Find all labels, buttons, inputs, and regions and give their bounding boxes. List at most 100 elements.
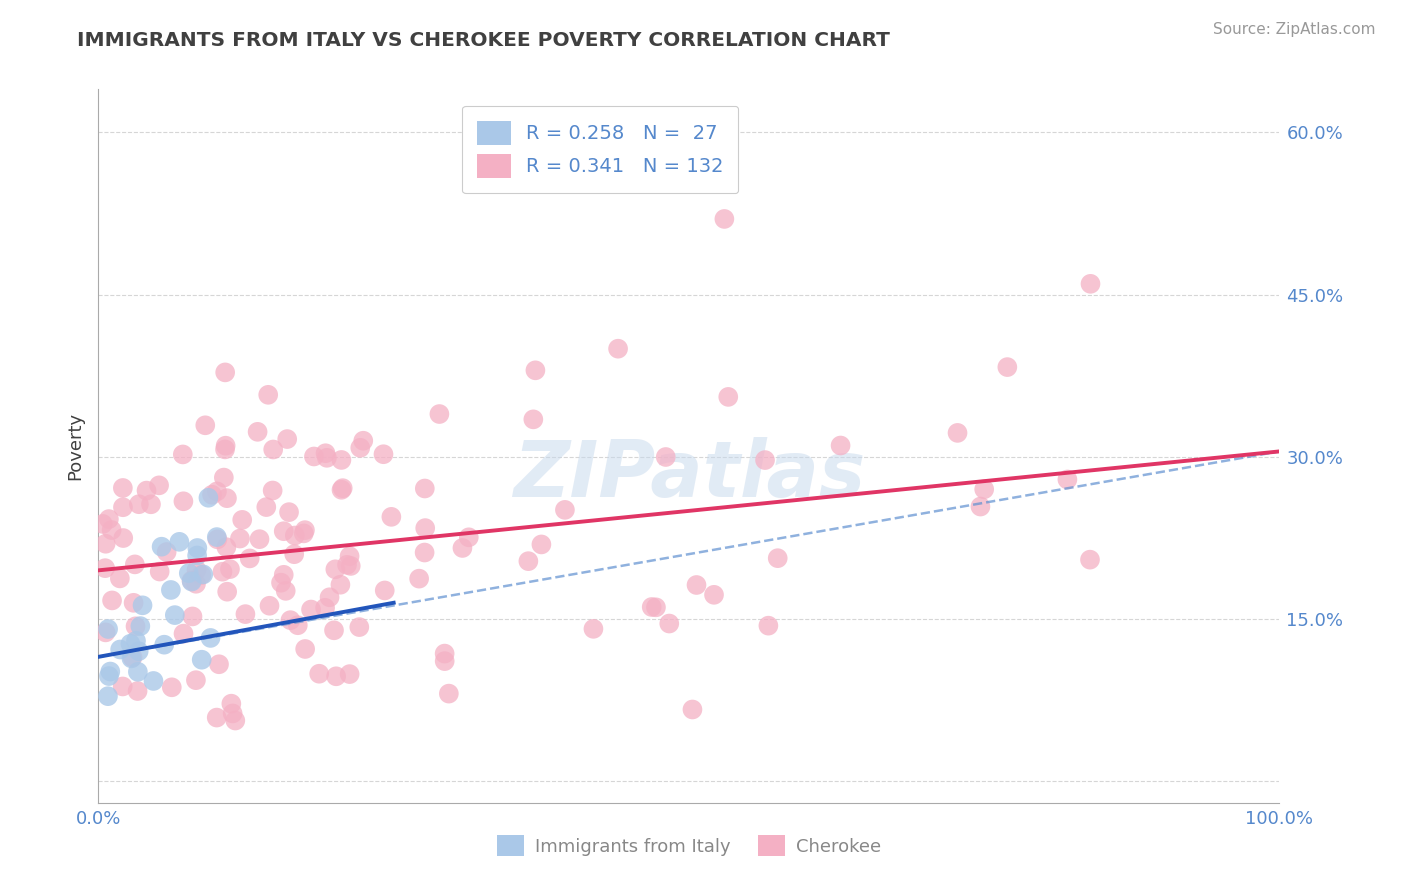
- Point: [308, 666, 330, 681]
- Point: [517, 554, 540, 568]
- Point: [181, 609, 204, 624]
- Point: [607, 342, 630, 356]
- Point: [211, 565, 233, 579]
- Point: [197, 491, 219, 505]
- Point: [323, 624, 346, 638]
- Point: [284, 528, 307, 542]
- Point: [641, 599, 664, 614]
- Point: [339, 549, 361, 564]
- Point: [205, 710, 228, 724]
- Point: [259, 599, 281, 613]
- Point: [283, 547, 305, 561]
- Point: [207, 533, 229, 547]
- Point: [224, 714, 246, 728]
- Point: [278, 505, 301, 519]
- Text: ZIPatlas: ZIPatlas: [513, 436, 865, 513]
- Point: [946, 425, 969, 440]
- Point: [219, 562, 242, 576]
- Point: [257, 388, 280, 402]
- Point: [522, 412, 544, 426]
- Point: [108, 571, 131, 585]
- Point: [349, 620, 371, 634]
- Point: [215, 540, 238, 554]
- Point: [274, 583, 297, 598]
- Point: [205, 484, 228, 499]
- Point: [94, 561, 117, 575]
- Point: [186, 549, 208, 563]
- Point: [120, 651, 142, 665]
- Point: [97, 689, 120, 703]
- Point: [208, 657, 231, 672]
- Point: [658, 616, 681, 631]
- Point: [169, 534, 191, 549]
- Point: [98, 665, 121, 679]
- Point: [318, 591, 340, 605]
- Point: [429, 407, 451, 421]
- Point: [100, 523, 122, 537]
- Point: [120, 637, 142, 651]
- Point: [124, 619, 146, 633]
- Point: [172, 447, 194, 461]
- Point: [229, 532, 252, 546]
- Point: [131, 599, 153, 613]
- Point: [413, 545, 436, 559]
- Point: [332, 481, 354, 495]
- Point: [148, 478, 170, 492]
- Point: [214, 439, 236, 453]
- Point: [190, 568, 212, 582]
- Point: [287, 618, 309, 632]
- Point: [180, 574, 202, 589]
- Point: [413, 521, 436, 535]
- Point: [160, 582, 183, 597]
- Point: [97, 512, 120, 526]
- Point: [380, 509, 402, 524]
- Point: [112, 531, 135, 545]
- Point: [433, 654, 456, 668]
- Point: [214, 365, 236, 379]
- Point: [451, 541, 474, 555]
- Point: [655, 450, 678, 464]
- Point: [160, 681, 183, 695]
- Point: [830, 438, 852, 452]
- Point: [97, 622, 120, 636]
- Point: [273, 524, 295, 539]
- Point: [969, 500, 991, 514]
- Point: [292, 526, 315, 541]
- Text: IMMIGRANTS FROM ITALY VS CHEROKEE POVERTY CORRELATION CHART: IMMIGRANTS FROM ITALY VS CHEROKEE POVERT…: [77, 31, 890, 50]
- Point: [135, 483, 157, 498]
- Point: [150, 540, 173, 554]
- Point: [349, 441, 371, 455]
- Point: [457, 530, 479, 544]
- Point: [330, 483, 353, 497]
- Point: [101, 593, 124, 607]
- Point: [336, 558, 359, 572]
- Point: [139, 497, 162, 511]
- Point: [299, 602, 322, 616]
- Point: [262, 442, 284, 457]
- Point: [128, 497, 150, 511]
- Point: [186, 541, 208, 555]
- Point: [524, 363, 547, 377]
- Point: [339, 667, 361, 681]
- Point: [280, 613, 302, 627]
- Point: [142, 673, 165, 688]
- Point: [163, 608, 186, 623]
- Point: [156, 545, 179, 559]
- Point: [184, 576, 207, 591]
- Point: [127, 665, 149, 679]
- Point: [270, 575, 292, 590]
- Point: [111, 481, 134, 495]
- Point: [231, 513, 253, 527]
- Point: [315, 450, 337, 465]
- Point: [325, 562, 347, 576]
- Point: [995, 360, 1018, 375]
- Point: [681, 702, 703, 716]
- Y-axis label: Poverty: Poverty: [66, 412, 84, 480]
- Point: [97, 669, 120, 683]
- Point: [91, 516, 114, 531]
- Point: [129, 619, 152, 633]
- Point: [201, 488, 224, 502]
- Point: [246, 425, 269, 439]
- Point: [172, 494, 194, 508]
- Point: [111, 500, 134, 515]
